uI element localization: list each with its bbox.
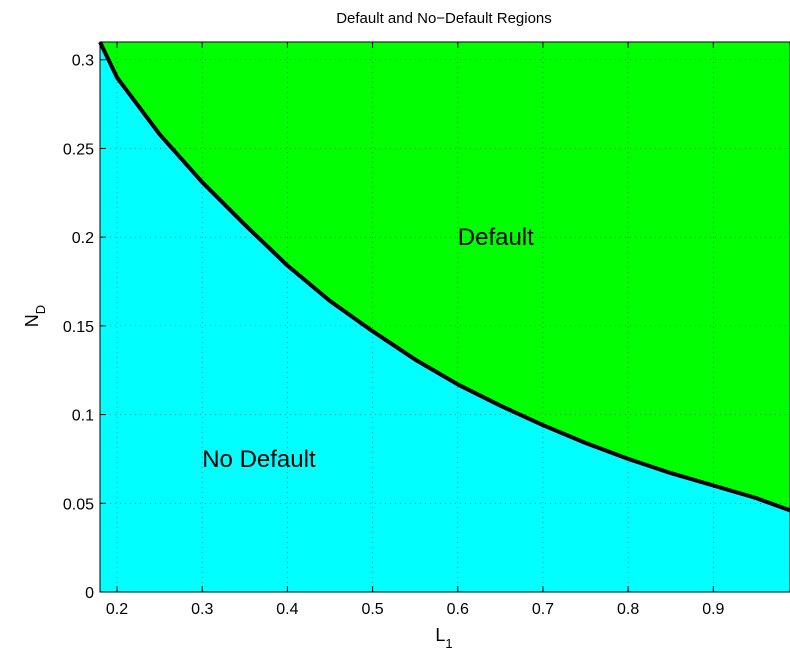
x-axis-label-main: L bbox=[435, 625, 445, 645]
region-label-no-default: No Default bbox=[202, 446, 316, 473]
x-tick-label: 0.4 bbox=[276, 601, 298, 618]
plot-frame bbox=[99, 41, 790, 593]
y-tick-label: 0.15 bbox=[63, 319, 94, 336]
x-axis-label: L1 bbox=[435, 625, 452, 651]
y-tick-label: 0.3 bbox=[72, 53, 94, 70]
y-tick-label: 0.25 bbox=[63, 141, 94, 158]
grid bbox=[100, 42, 790, 592]
region-fill-default bbox=[100, 42, 790, 511]
x-axis: 0.2 0.3 0.4 0.5 0.6 0.7 0.8 0.9 bbox=[106, 42, 725, 618]
x-tick-label: 0.2 bbox=[106, 601, 128, 618]
y-tick-label: 0.2 bbox=[72, 230, 94, 247]
x-tick-label: 0.8 bbox=[617, 601, 639, 618]
y-axis-label: ND bbox=[22, 305, 48, 327]
x-tick-label: 0.9 bbox=[702, 601, 724, 618]
region-label-default: Default bbox=[458, 224, 534, 251]
y-tick-label: 0 bbox=[85, 585, 94, 602]
y-axis-label-sub: D bbox=[33, 305, 48, 314]
chart-title: Default and No−Default Regions bbox=[336, 10, 552, 27]
boundary-curve bbox=[98, 41, 790, 513]
plot-area: Default No Default bbox=[98, 41, 790, 593]
region-fill-no-default bbox=[100, 42, 790, 592]
x-tick-label: 0.5 bbox=[361, 601, 383, 618]
y-axis: 0 0.05 0.1 0.15 0.2 0.25 0.3 bbox=[63, 53, 106, 602]
x-tick-label: 0.7 bbox=[532, 601, 554, 618]
y-tick-label: 0.05 bbox=[63, 496, 94, 513]
y-tick-label: 0.1 bbox=[72, 408, 94, 425]
x-axis-label-sub: 1 bbox=[445, 636, 452, 651]
x-tick-label: 0.6 bbox=[447, 601, 469, 618]
y-axis-label-main: N bbox=[22, 314, 42, 327]
x-tick-label: 0.3 bbox=[191, 601, 213, 618]
